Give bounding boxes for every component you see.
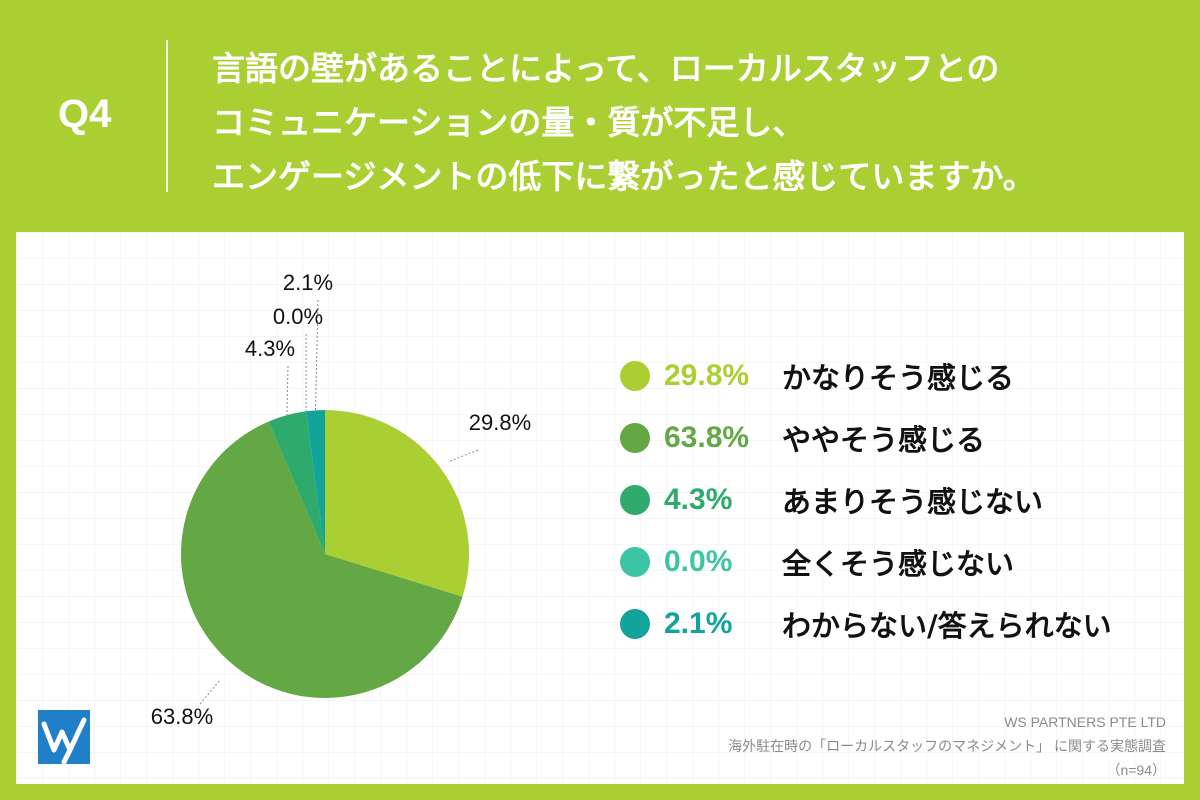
slice-label: 0.0% [273,304,323,329]
question-line-1: 言語の壁があることによって、ローカルスタッフとの [212,49,1000,88]
legend-label: かなりそう感じる [782,361,1015,395]
legend-item: 29.8% かなりそう感じる [620,358,1112,395]
legend-dot [620,423,650,453]
legend-percent: 0.0% [664,545,733,578]
slice-label: 2.1% [283,270,333,295]
legend-item: 2.1% わからない/答えられない [620,606,1112,643]
legend-item: 0.0% 全くそう感じない [620,544,1112,581]
pie-slice [325,410,469,597]
legend-label: あまりそう感じない [782,485,1044,519]
legend-item: 63.8% ややそう感じる [620,420,1112,457]
slice-label: 63.8% [151,704,213,729]
pie-slice [268,411,325,554]
pie-chart: 29.8% 63.8% 4.3% 0.0% 2.1% [151,270,531,729]
chart-panel: 29.8% 63.8% 4.3% 0.0% 2.1% 29.8% かなりそう感じる 63… [16,232,1184,784]
legend-dot [620,609,650,639]
question-line-2: コミュニケーションの量・質が不足し、 [212,103,806,142]
sample-size: （n=94） [1106,762,1166,778]
credit: WS PARTNERS PTE LTD 海外駐在時の「ローカルスタッフのマネジメ… [728,710,1166,782]
legend-percent: 2.1% [664,607,733,640]
company-name: WS PARTNERS PTE LTD [1004,714,1166,730]
header: Q4 言語の壁があることによって、ローカルスタッフとの コミュニケーションの量・… [0,0,1200,232]
leader-line [286,365,289,416]
question-text: 言語の壁があることによって、ローカルスタッフとの コミュニケーションの量・質が不… [212,42,1172,204]
legend-percent: 63.8% [664,421,750,454]
question-line-3: エンゲージメントの低下に繋がったと感じていますか。 [212,157,1036,196]
legend-percent: 4.3% [664,483,733,516]
legend-label: 全くそう感じない [782,547,1015,581]
slice-label: 4.3% [245,336,295,361]
leader-line [199,679,221,705]
legend-label: わからない/答えられない [782,609,1112,643]
ws-logo-icon [38,710,90,764]
slice-label: 29.8% [469,410,531,435]
legend-item: 4.3% あまりそう感じない [620,482,1112,519]
pie-slice [180,421,463,698]
legend-dot [620,485,650,515]
pie-slice [306,410,325,554]
legend-dot [620,361,650,391]
legend-label: ややそう感じる [782,423,986,457]
legend-percent: 29.8% [664,359,750,392]
leader-line [447,449,479,463]
survey-title: 海外駐在時の「ローカルスタッフのマネジメント」 に関する実態調査 [728,738,1166,754]
question-number: Q4 [58,92,112,136]
header-divider [166,40,168,192]
legend: 29.8% かなりそう感じる 63.8% ややそう感じる 4.3% あまりそう感… [620,358,1112,668]
legend-dot [620,547,650,577]
